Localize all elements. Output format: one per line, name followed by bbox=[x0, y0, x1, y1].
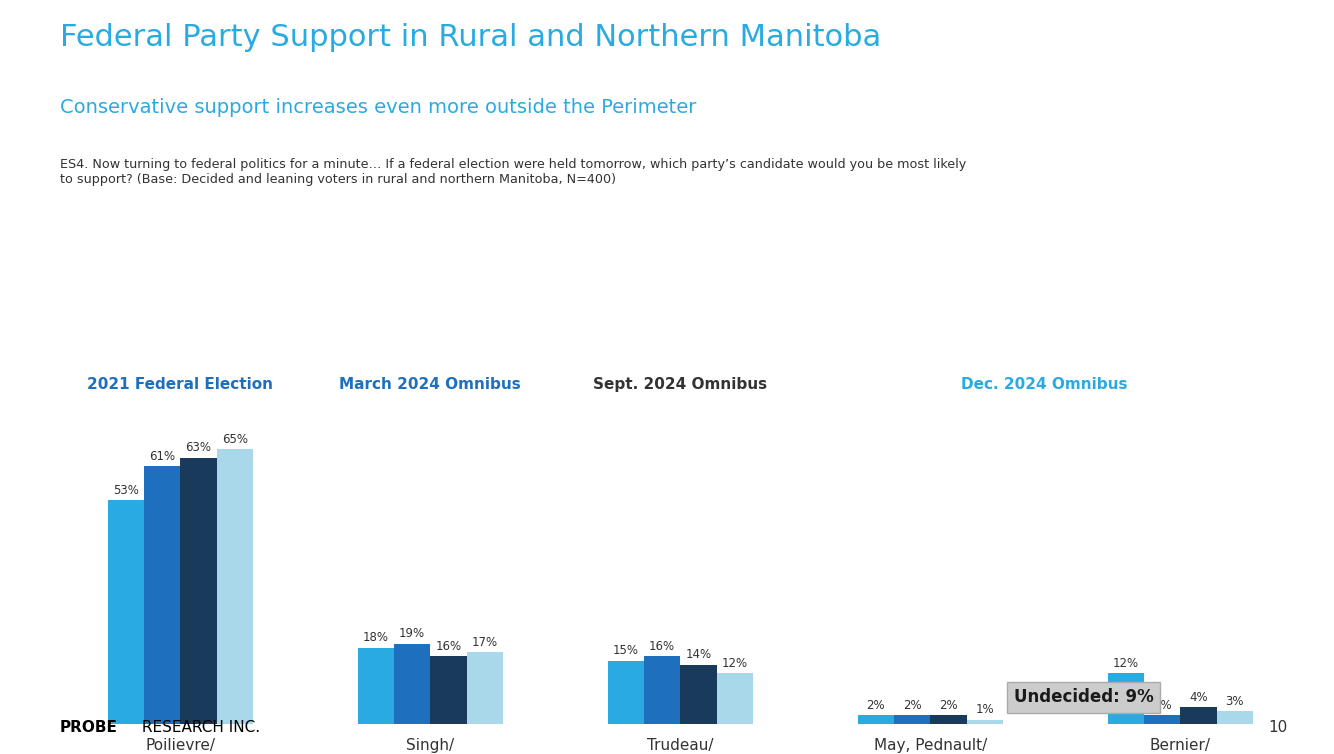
Bar bbox=[394, 644, 431, 724]
Text: 3%: 3% bbox=[1226, 694, 1245, 708]
Bar bbox=[1217, 711, 1253, 724]
Bar bbox=[216, 449, 253, 724]
Text: 2%: 2% bbox=[867, 699, 884, 712]
Text: 65%: 65% bbox=[221, 433, 248, 446]
Bar bbox=[108, 500, 144, 724]
Text: Federal Party Support in Rural and Northern Manitoba: Federal Party Support in Rural and North… bbox=[60, 23, 882, 51]
Text: Dec. 2024 Omnibus: Dec. 2024 Omnibus bbox=[960, 377, 1127, 392]
Text: 16%: 16% bbox=[650, 640, 675, 653]
Bar bbox=[1181, 707, 1217, 724]
Text: ES4. Now turning to federal politics for a minute… If a federal election were he: ES4. Now turning to federal politics for… bbox=[60, 158, 966, 186]
Text: 14%: 14% bbox=[686, 648, 711, 661]
Bar bbox=[1107, 673, 1145, 724]
Text: 15%: 15% bbox=[612, 644, 639, 657]
Text: 10: 10 bbox=[1269, 720, 1287, 735]
Text: PROBE: PROBE bbox=[60, 720, 117, 735]
Text: 2%: 2% bbox=[1153, 699, 1171, 712]
Text: 17%: 17% bbox=[472, 636, 498, 648]
Text: Undecided: 9%: Undecided: 9% bbox=[1014, 688, 1154, 706]
Bar bbox=[930, 716, 967, 724]
Text: 18%: 18% bbox=[363, 631, 388, 645]
Bar bbox=[467, 652, 503, 724]
Text: 2%: 2% bbox=[903, 699, 922, 712]
Bar bbox=[680, 665, 716, 724]
Bar bbox=[716, 673, 754, 724]
Text: March 2024 Omnibus: March 2024 Omnibus bbox=[339, 377, 522, 392]
Bar bbox=[644, 656, 680, 724]
Bar bbox=[858, 716, 894, 724]
Text: 4%: 4% bbox=[1189, 691, 1207, 703]
Bar bbox=[1145, 716, 1181, 724]
Text: 12%: 12% bbox=[722, 657, 748, 670]
Bar bbox=[607, 661, 644, 724]
Text: 12%: 12% bbox=[1113, 657, 1139, 670]
Bar bbox=[431, 656, 467, 724]
Text: 1%: 1% bbox=[975, 703, 994, 716]
Text: 2%: 2% bbox=[939, 699, 958, 712]
Text: 19%: 19% bbox=[399, 627, 426, 640]
Text: Conservative support increases even more outside the Perimeter: Conservative support increases even more… bbox=[60, 98, 696, 117]
Bar bbox=[180, 458, 216, 724]
Text: 16%: 16% bbox=[435, 640, 462, 653]
Bar bbox=[967, 719, 1003, 724]
Bar bbox=[144, 466, 180, 724]
Bar bbox=[358, 648, 394, 724]
Text: Sept. 2024 Omnibus: Sept. 2024 Omnibus bbox=[594, 377, 767, 392]
Text: 2021 Federal Election: 2021 Federal Election bbox=[87, 377, 273, 392]
Text: RESEARCH INC.: RESEARCH INC. bbox=[137, 720, 260, 735]
Bar bbox=[894, 716, 930, 724]
Text: 53%: 53% bbox=[113, 483, 139, 497]
Text: 61%: 61% bbox=[149, 450, 175, 463]
Text: 63%: 63% bbox=[185, 441, 212, 455]
